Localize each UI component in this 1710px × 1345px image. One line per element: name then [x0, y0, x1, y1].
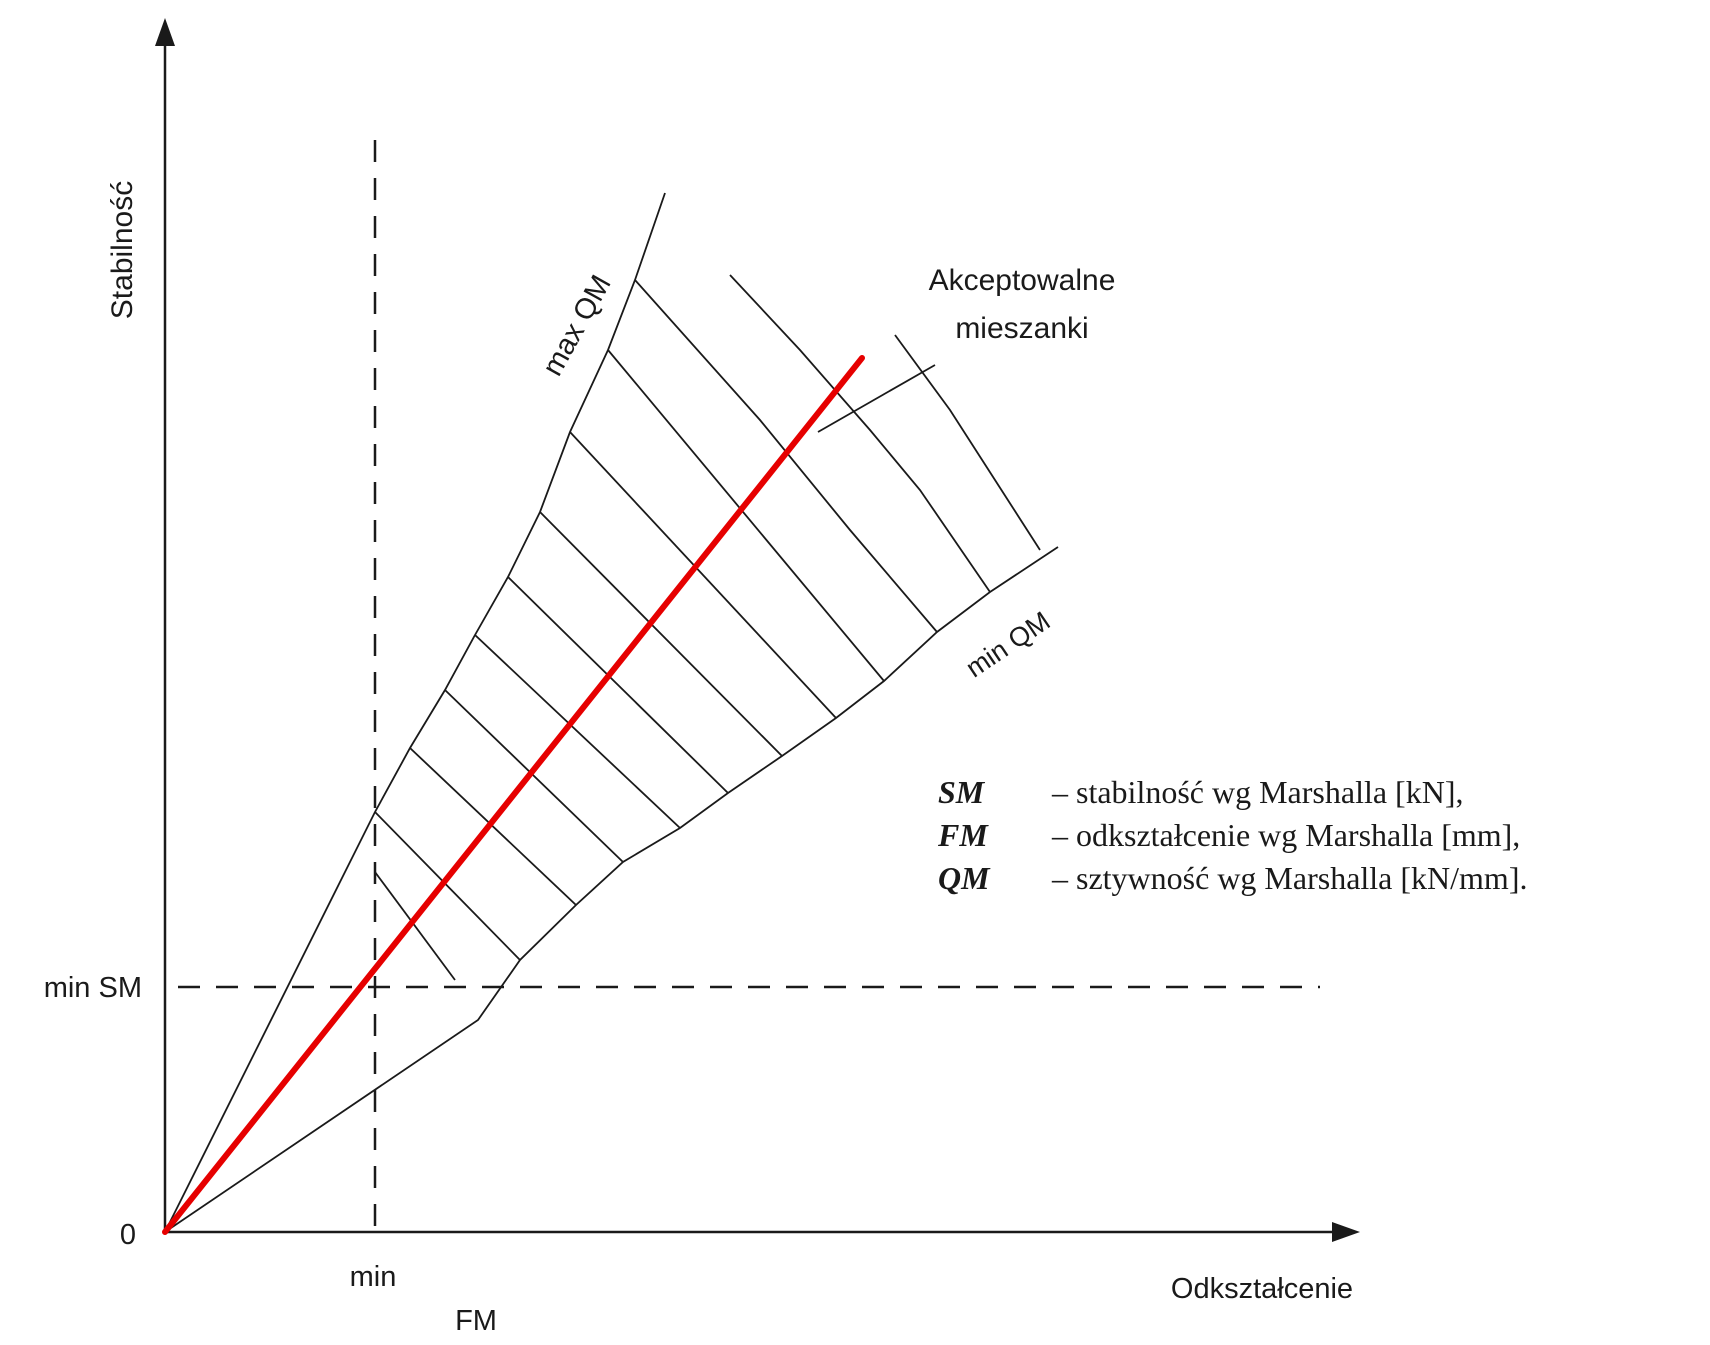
max-qm-label: max QM — [537, 270, 618, 381]
legend-text: – sztywność wg Marshalla [kN/mm]. — [1051, 860, 1527, 896]
legend: SM – stabilność wg Marshalla [kN], FM – … — [937, 774, 1527, 896]
hatch-line — [507, 576, 729, 794]
hatch-line — [569, 431, 837, 719]
hatch-line — [894, 334, 1041, 551]
hatch-line — [374, 811, 521, 961]
region-label-line2: mieszanki — [955, 312, 1088, 345]
x-axis-label: Odkształcenie — [1171, 1273, 1353, 1305]
highlight-red-line — [162, 355, 865, 1235]
x-min-label: min — [350, 1261, 397, 1293]
y-axis-arrow-icon — [155, 18, 175, 46]
hatch-line — [409, 747, 577, 906]
legend-symbol: SM — [938, 774, 986, 810]
region-label-pointer — [817, 364, 936, 433]
min-qm-line — [164, 546, 1059, 1233]
max-qm-line — [164, 192, 666, 1233]
legend-text: – odkształcenie wg Marshalla [mm], — [1051, 817, 1520, 853]
hatch-line — [634, 279, 938, 633]
origin-label: 0 — [120, 1219, 136, 1251]
x-axis-arrow-icon — [1332, 1222, 1360, 1242]
hatch-line — [374, 871, 456, 981]
hatch-lines — [374, 274, 1041, 981]
hatch-line — [729, 274, 991, 593]
y-min-label: min SM — [44, 972, 142, 1004]
hatch-line — [444, 689, 624, 863]
legend-text: – stabilność wg Marshalla [kN], — [1051, 774, 1463, 810]
hatch-line — [474, 634, 681, 829]
hatch-line — [539, 511, 783, 757]
min-qm-label: min QM — [960, 606, 1055, 684]
axes — [163, 40, 1345, 1234]
qm-lines — [164, 192, 1059, 1233]
hatch-line — [607, 349, 885, 682]
legend-symbol: FM — [937, 817, 989, 853]
x-param-label: FM — [455, 1305, 497, 1337]
legend-symbol: QM — [938, 860, 991, 896]
reference-lines — [178, 140, 1320, 1232]
y-axis-label: Stabilność — [106, 181, 139, 319]
region-label-line1: Akceptowalne — [929, 264, 1116, 297]
